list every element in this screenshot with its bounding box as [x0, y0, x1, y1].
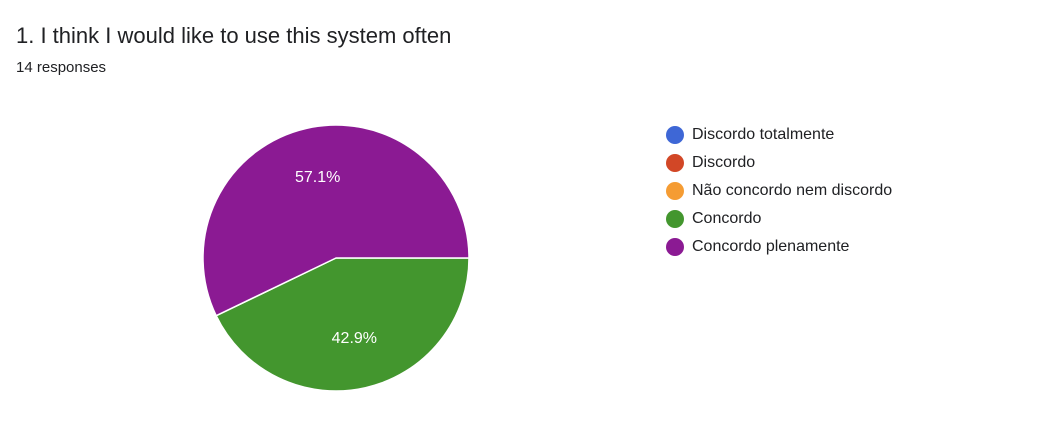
- slice-label-concordo-plenamente: 57.1%: [295, 169, 340, 186]
- legend-swatch-icon: [666, 126, 684, 144]
- pie-slices: [202, 124, 470, 392]
- legend-swatch-icon: [666, 182, 684, 200]
- legend-item-discordo-totalmente[interactable]: Discordo totalmente: [666, 121, 892, 149]
- legend-label: Concordo plenamente: [692, 238, 850, 255]
- legend-item-concordo[interactable]: Concordo: [666, 205, 892, 233]
- pie-slice-concordo-plenamente[interactable]: [202, 124, 470, 317]
- chart-legend: Discordo totalmente Discordo Não concordo …: [666, 121, 892, 261]
- legend-swatch-icon: [666, 238, 684, 256]
- question-title: 1. I think I would like to use this syst…: [16, 23, 452, 48]
- legend-label: Não concordo nem discordo: [692, 182, 893, 199]
- legend-item-concordo-plenamente[interactable]: Concordo plenamente: [666, 233, 892, 261]
- legend-item-discordo[interactable]: Discordo: [666, 149, 892, 177]
- pie-labels: 42.9% 57.1%: [295, 169, 377, 347]
- slice-label-concordo: 42.9%: [332, 330, 377, 347]
- legend-swatch-icon: [666, 154, 684, 172]
- pie-slice-concordo[interactable]: [215, 257, 470, 392]
- legend-swatch-icon: [666, 210, 684, 228]
- legend-label: Discordo totalmente: [692, 126, 835, 143]
- legend-item-nao-concordo-nem-discordo[interactable]: Não concordo nem discordo: [666, 177, 892, 205]
- legend-label: Discordo: [692, 154, 756, 171]
- legend-label: Concordo: [692, 210, 762, 227]
- response-count: 14 responses: [16, 59, 107, 76]
